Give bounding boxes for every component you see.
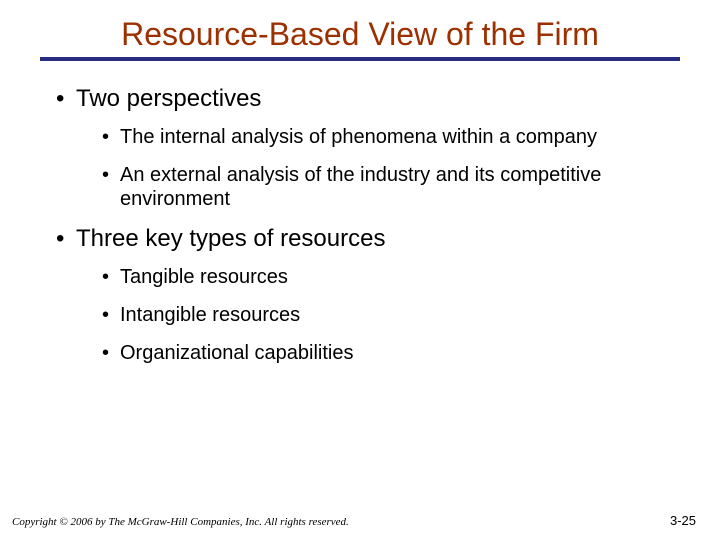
bullet-l2-text: Intangible resources	[120, 304, 300, 326]
bullet-l1-text: Two perspectives	[76, 85, 261, 112]
page-number: 3-25	[670, 513, 696, 528]
bullet-l2-text: The internal analysis of phenomena withi…	[120, 126, 597, 148]
bullet-l2-item: Organizational capabilities	[102, 341, 684, 365]
slide-title: Resource-Based View of the Firm	[36, 16, 684, 53]
bullet-list-level2: The internal analysis of phenomena withi…	[76, 125, 684, 211]
bullet-l2-item: An external analysis of the industry and…	[102, 163, 684, 211]
bullet-list-level2: Tangible resources Intangible resources …	[76, 265, 684, 365]
bullet-l2-text: Tangible resources	[120, 266, 288, 288]
bullet-l2-text: An external analysis of the industry and…	[120, 164, 601, 210]
slide-footer: Copyright © 2006 by The McGraw-Hill Comp…	[12, 513, 696, 528]
bullet-l1-item: Two perspectives The internal analysis o…	[56, 85, 684, 211]
bullet-l1-item: Three key types of resources Tangible re…	[56, 225, 684, 365]
bullet-l2-item: The internal analysis of phenomena withi…	[102, 125, 684, 149]
bullet-list-level1: Two perspectives The internal analysis o…	[36, 85, 684, 365]
bullet-l2-text: Organizational capabilities	[120, 342, 353, 364]
bullet-l2-item: Tangible resources	[102, 265, 684, 289]
title-underline	[40, 57, 680, 61]
bullet-l2-item: Intangible resources	[102, 303, 684, 327]
bullet-l1-text: Three key types of resources	[76, 225, 385, 252]
slide: Resource-Based View of the Firm Two pers…	[0, 0, 720, 540]
copyright-text: Copyright © 2006 by The McGraw-Hill Comp…	[12, 516, 349, 528]
